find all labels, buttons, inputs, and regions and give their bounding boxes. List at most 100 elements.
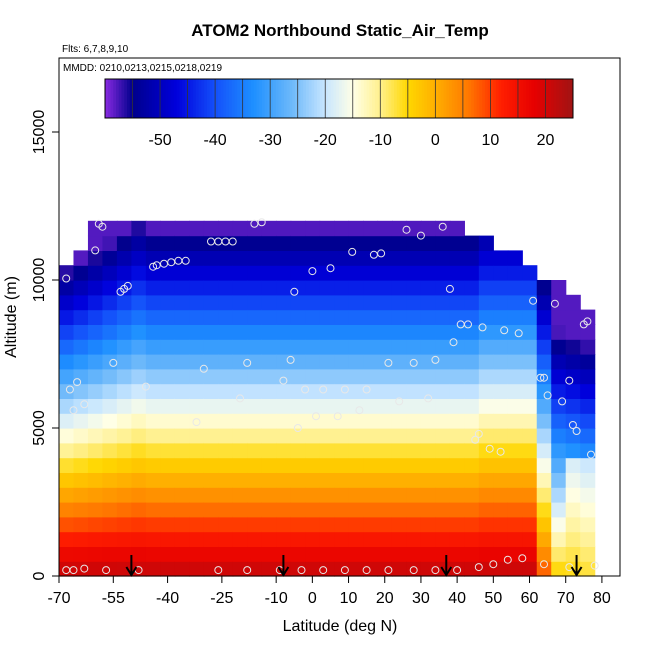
heatmap-cell (551, 561, 567, 577)
heatmap-cell (160, 309, 176, 325)
colorbar-segment (270, 79, 274, 118)
flight-arrow (440, 555, 453, 577)
colorbar-segment (424, 79, 428, 118)
sample-point (333, 412, 342, 421)
sample-point (123, 281, 132, 290)
heatmap-cell (319, 487, 335, 503)
heatmap-cell (160, 428, 176, 444)
sample-point (199, 364, 208, 373)
colorbar-segment (336, 79, 340, 118)
heatmap-cell (73, 294, 89, 311)
heatmap-cell (536, 309, 552, 325)
heatmap-cell (87, 442, 104, 459)
heatmap-cell (203, 428, 219, 444)
heatmap-cell (420, 487, 437, 503)
heatmap-cell (59, 428, 75, 444)
heatmap-cell (377, 516, 393, 533)
heatmap-cell (391, 487, 408, 503)
colorbar-tick-label: 10 (482, 132, 500, 149)
heatmap-cell (493, 265, 509, 281)
colorbar-segment (347, 79, 351, 118)
colorbar-segment (162, 79, 167, 118)
colorbar-segment (129, 79, 134, 118)
heatmap-cell (522, 265, 538, 281)
heatmap-cell (276, 339, 292, 355)
colorbar-segment (248, 79, 252, 118)
heatmap-cell (290, 339, 306, 355)
heatmap-cell (290, 457, 306, 473)
heatmap-cell (247, 354, 263, 370)
colorbar-segment (504, 79, 508, 118)
sample-point (62, 274, 71, 283)
colorbar-segment (261, 79, 266, 118)
heatmap-cell (87, 502, 104, 518)
heatmap-cell (363, 250, 379, 266)
sample-point (362, 566, 371, 575)
heatmap-cell (203, 472, 219, 488)
flight-arrow (277, 555, 290, 577)
colorbar-segment (256, 79, 260, 118)
heatmap-cell (160, 294, 176, 311)
heatmap-cell (363, 428, 379, 444)
heatmap-cell (73, 546, 89, 562)
colorbar-segment (184, 79, 189, 118)
heatmap-cell (435, 502, 451, 518)
colorbar-segment (556, 79, 560, 118)
heatmap-cell (536, 368, 552, 385)
heatmap-cell (218, 472, 234, 488)
sample-point (474, 429, 483, 438)
heatmap-cell (59, 442, 75, 459)
heatmap-cell (102, 516, 118, 533)
heatmap-cell (493, 383, 509, 399)
heatmap-cell (348, 516, 364, 533)
colorbar-segment (352, 79, 357, 118)
heatmap-cell (116, 516, 132, 533)
heatmap-cell (420, 398, 437, 414)
heatmap-cell (247, 531, 263, 547)
heatmap-cell (131, 280, 147, 296)
heatmap-cell (102, 250, 118, 266)
heatmap-cell (261, 280, 277, 296)
heatmap-cell (290, 368, 306, 385)
colorbar-segment (242, 79, 246, 118)
heatmap-cell (160, 280, 176, 296)
heatmap-cell (232, 561, 248, 577)
heatmap-cell (261, 265, 277, 281)
sample-point (257, 218, 266, 227)
heatmap-cell (348, 442, 364, 459)
heatmap-cell (536, 531, 552, 547)
colorbar-segment (127, 79, 131, 118)
heatmap-cell (493, 280, 509, 296)
heatmap-cell (189, 220, 205, 237)
heatmap-cell (478, 309, 494, 325)
colorbar-segment (418, 79, 423, 118)
heatmap-cell (218, 309, 234, 325)
heatmap-cell (377, 413, 393, 429)
heatmap-cell (116, 502, 132, 518)
heatmap-cell (174, 457, 190, 473)
colorbar-segment (363, 79, 368, 118)
heatmap-cell (334, 546, 350, 562)
heatmap-cell (377, 502, 393, 518)
heatmap-cell (464, 294, 480, 311)
heatmap-cell (420, 428, 437, 444)
colorbar-segment (250, 79, 255, 118)
heatmap-cell (59, 280, 75, 296)
heatmap-cell (319, 413, 335, 429)
heatmap-cell (276, 324, 292, 340)
y-axis: 0 5000 10000 15000 (31, 110, 59, 580)
heatmap-cell (73, 502, 89, 518)
heatmap-cell (377, 442, 393, 459)
heatmap-cell (493, 398, 509, 414)
colorbar-segment (292, 79, 296, 118)
heatmap-cell (319, 339, 335, 355)
heatmap-cell (261, 472, 277, 488)
sample-point (583, 317, 592, 326)
sample-point (214, 566, 223, 575)
heatmap-cell (435, 442, 451, 459)
heatmap-cell (247, 339, 263, 355)
heatmap-cell (348, 487, 364, 503)
heatmap-cell (406, 502, 422, 518)
colorbar-segment (212, 79, 216, 118)
heatmap-cell (449, 280, 465, 296)
